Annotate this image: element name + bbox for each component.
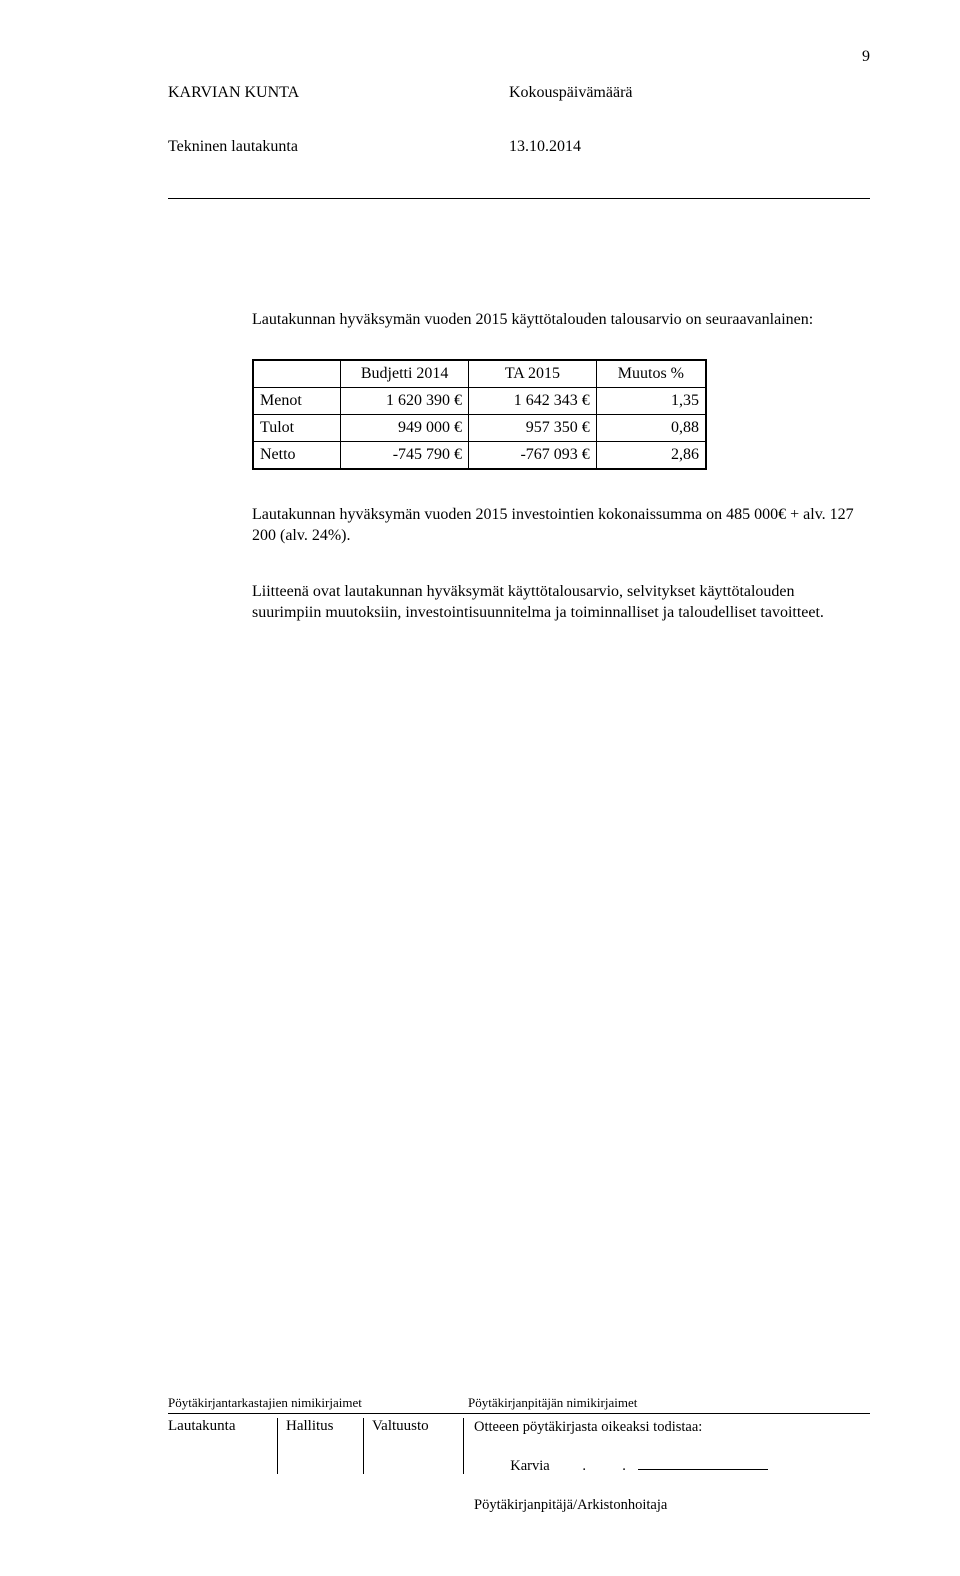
page-footer: Pöytäkirjantarkastajien nimikirjaimet Pö… xyxy=(168,1395,870,1516)
row-label: Menot xyxy=(253,387,341,414)
body: Lautakunnan hyväksymän vuoden 2015 käytt… xyxy=(252,309,862,624)
cell: 1 642 343 € xyxy=(469,387,597,414)
table-row: Menot 1 620 390 € 1 642 343 € 1,35 xyxy=(253,387,706,414)
footer-attest-line2: Karvia . . xyxy=(474,1438,768,1497)
table-header-blank xyxy=(253,360,341,388)
footer-attestation: Otteeen pöytäkirjasta oikeaksi todistaa:… xyxy=(464,1418,768,1516)
cell: -745 790 € xyxy=(341,441,469,469)
intro-paragraph: Lautakunnan hyväksymän vuoden 2015 käytt… xyxy=(252,309,862,331)
cell: 1 620 390 € xyxy=(341,387,469,414)
header-center: Kokouspäivämäärä 13.10.2014 xyxy=(509,48,769,192)
footer-col-hallitus: Hallitus xyxy=(278,1418,364,1474)
footer-labels: Pöytäkirjantarkastajien nimikirjaimet Pö… xyxy=(168,1395,870,1411)
signature-line xyxy=(638,1469,768,1470)
paragraph-attachments: Liitteenä ovat lautakunnan hyväksymät kä… xyxy=(252,581,862,624)
row-label: Tulot xyxy=(253,414,341,441)
table-header-muutos: Muutos % xyxy=(596,360,706,388)
budget-table: Budjetti 2014 TA 2015 Muutos % Menot 1 6… xyxy=(252,359,707,470)
row-label: Netto xyxy=(253,441,341,469)
cell: -767 093 € xyxy=(469,441,597,469)
table-header-row: Budjetti 2014 TA 2015 Muutos % xyxy=(253,360,706,388)
cell: 0,88 xyxy=(596,414,706,441)
footer-col-valtuusto: Valtuusto xyxy=(364,1418,464,1474)
header-rule xyxy=(168,198,870,199)
header-date: 13.10.2014 xyxy=(509,138,769,156)
table-row: Netto -745 790 € -767 093 € 2,86 xyxy=(253,441,706,469)
footer-attest-line3: Pöytäkirjanpitäjä/Arkistonhoitaja xyxy=(474,1496,768,1516)
table-header-budjetti: Budjetti 2014 xyxy=(341,360,469,388)
footer-attest-line1: Otteeen pöytäkirjasta oikeaksi todistaa: xyxy=(474,1418,768,1438)
footer-col-lautakunta: Lautakunta xyxy=(168,1418,278,1474)
footer-rule xyxy=(168,1413,870,1414)
table-row: Tulot 949 000 € 957 350 € 0,88 xyxy=(253,414,706,441)
page-header: KARVIAN KUNTA Tekninen lautakunta Kokous… xyxy=(168,48,870,192)
table-header-ta: TA 2015 xyxy=(469,360,597,388)
footer-karvia: Karvia xyxy=(510,1458,549,1474)
cell: 949 000 € xyxy=(341,414,469,441)
cell: 957 350 € xyxy=(469,414,597,441)
page-number: 9 xyxy=(810,48,870,66)
footer-right-label: Pöytäkirjanpitäjän nimikirjaimet xyxy=(468,1395,637,1411)
header-center-label: Kokouspäivämäärä xyxy=(509,84,769,102)
footer-grid: Lautakunta Hallitus Valtuusto Otteeen pö… xyxy=(168,1418,870,1516)
paragraph-investments: Lautakunnan hyväksymän vuoden 2015 inves… xyxy=(252,504,862,547)
footer-left-label: Pöytäkirjantarkastajien nimikirjaimet xyxy=(168,1395,468,1411)
subunit: Tekninen lautakunta xyxy=(168,138,468,156)
cell: 2,86 xyxy=(596,441,706,469)
header-left: KARVIAN KUNTA Tekninen lautakunta xyxy=(168,48,468,192)
footer-dots: . . xyxy=(550,1458,626,1474)
org-name: KARVIAN KUNTA xyxy=(168,84,468,102)
cell: 1,35 xyxy=(596,387,706,414)
